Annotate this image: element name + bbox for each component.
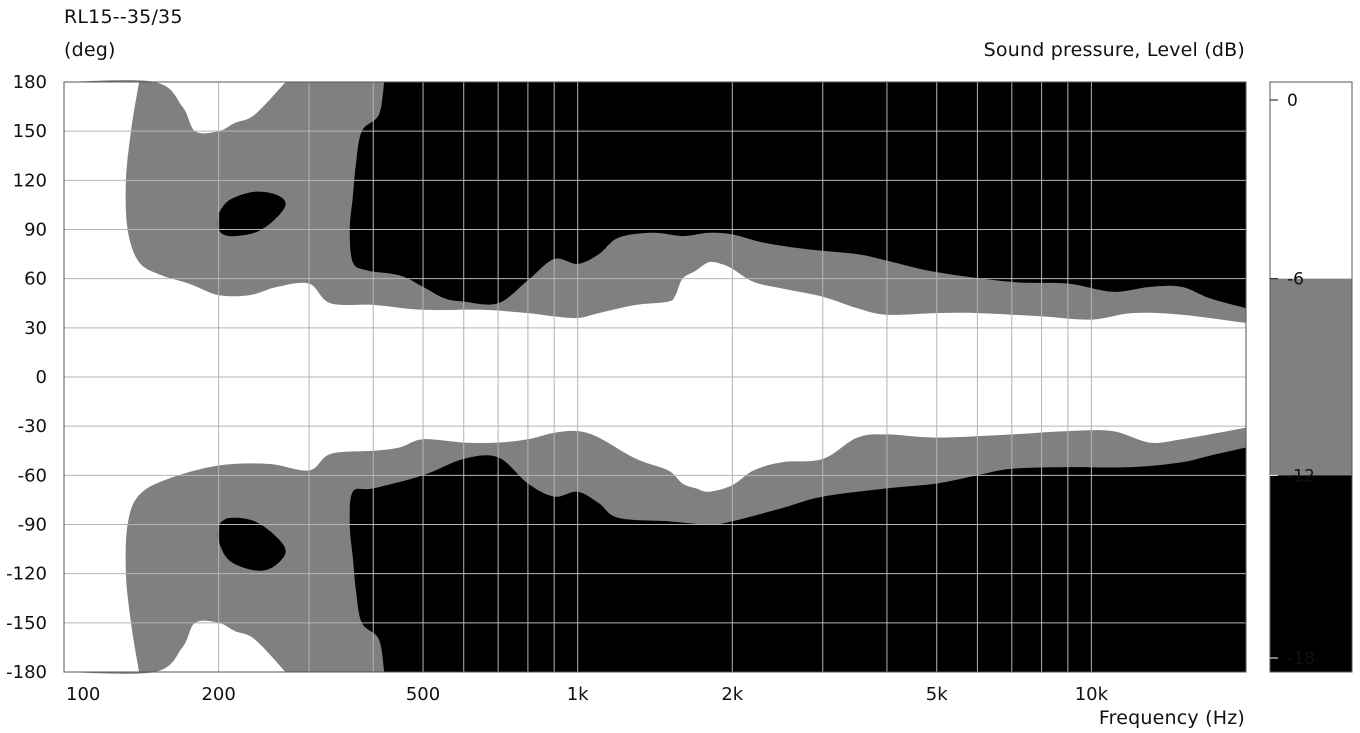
colorbar: 0 -6 -12 -18	[1269, 81, 1353, 673]
level-12-to-18-island-1	[217, 191, 286, 237]
x-tick-label: 500	[406, 684, 440, 705]
level-12-to-18-region-lower	[349, 447, 1247, 672]
y-tick-label: -90	[18, 515, 47, 536]
x-tick-label: 1k	[567, 684, 589, 705]
colorbar-tick-label: 0	[1287, 91, 1298, 111]
colorbar-tick-label: -6	[1287, 270, 1304, 290]
y-tick-label: 150	[13, 121, 47, 142]
colorbar-label: Sound pressure, Level (dB)	[983, 39, 1245, 61]
y-ticks: 180 150 120 90 60 30 0 -30 -60 -90 -120 -150 -180	[6, 72, 47, 683]
x-tick-label: 200	[201, 684, 235, 705]
y-tick-label: -150	[6, 613, 47, 634]
level-12-to-18-island-2	[217, 517, 286, 571]
grid	[64, 82, 1246, 672]
colorbar-swatch-1	[1270, 82, 1352, 279]
y-tick-label: 90	[24, 220, 47, 241]
level-12-to-18-region-upper	[349, 82, 1246, 309]
y-tick-label: -60	[18, 465, 47, 486]
y-tick-label: -30	[18, 416, 47, 437]
x-tick-label: 5k	[926, 684, 948, 705]
chart-title: RL15--35/35	[64, 6, 183, 28]
colorbar-tick-label: -18	[1287, 649, 1315, 669]
y-tick-label: 60	[24, 269, 47, 290]
x-axis-label: Frequency (Hz)	[1098, 707, 1245, 729]
y-tick-label: 0	[36, 367, 47, 388]
colorbar-swatch-3	[1270, 475, 1352, 672]
y-tick-label: -180	[6, 662, 47, 683]
x-tick-label: 10k	[1075, 684, 1109, 705]
x-tick-label: 100	[66, 684, 100, 705]
x-tick-label: 2k	[721, 684, 743, 705]
y-tick-label: 180	[13, 72, 47, 93]
y-tick-label: -120	[6, 564, 47, 585]
y-axis-label: (deg)	[64, 39, 116, 61]
y-tick-label: 120	[13, 170, 47, 191]
y-tick-label: 30	[24, 318, 47, 339]
colorbar-swatch-2	[1270, 278, 1352, 476]
x-ticks: 100 200 500 1k 2k 5k 10k	[66, 684, 1109, 705]
plot-frame	[63, 81, 1247, 673]
colorbar-frame	[1269, 81, 1353, 673]
colorbar-tick-label: -12	[1287, 466, 1315, 486]
